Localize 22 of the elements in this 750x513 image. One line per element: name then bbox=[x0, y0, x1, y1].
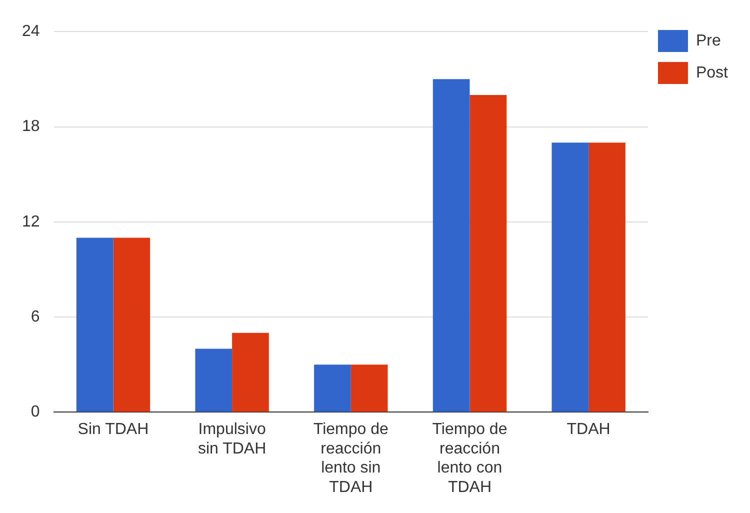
x-tick-label: Tiempo de reacción lento sin TDAH bbox=[313, 421, 388, 496]
bar bbox=[350, 364, 388, 412]
bar bbox=[195, 348, 232, 412]
x-tick-label: TDAH bbox=[566, 421, 610, 438]
y-tick-label: 0 bbox=[30, 404, 40, 421]
bar bbox=[588, 142, 626, 412]
bar bbox=[470, 95, 507, 412]
y-tick-label: 12 bbox=[22, 213, 40, 230]
x-tick-label: Impulsivo sin TDAH bbox=[198, 421, 266, 458]
bar bbox=[552, 142, 589, 412]
legend-label: Pre bbox=[696, 32, 721, 50]
bar bbox=[432, 79, 470, 412]
bar bbox=[76, 238, 114, 412]
bar bbox=[113, 238, 150, 412]
bar bbox=[314, 364, 351, 412]
y-tick-label: 18 bbox=[22, 118, 40, 136]
y-tick-label: 6 bbox=[30, 308, 40, 326]
y-tick-label: 24 bbox=[22, 23, 40, 40]
legend-label: Post bbox=[696, 64, 729, 82]
bar bbox=[232, 332, 269, 412]
x-tick-label: Sin TDAH bbox=[78, 421, 149, 438]
x-tick-label: Tiempo de reacción lento con TDAH bbox=[432, 421, 508, 496]
